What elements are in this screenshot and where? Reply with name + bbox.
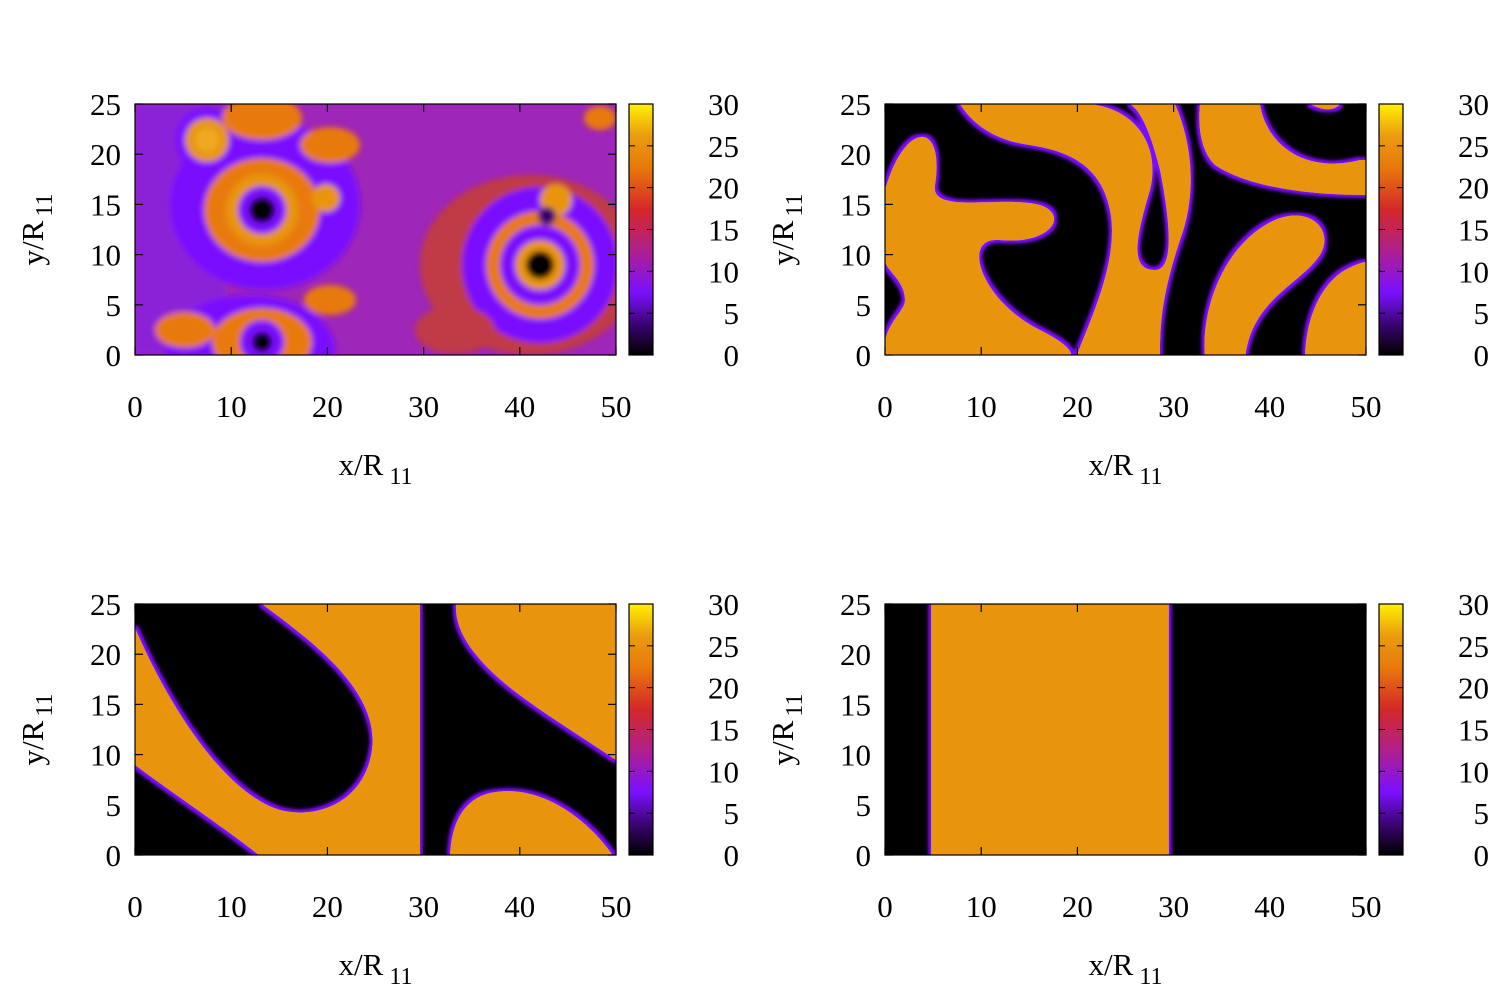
x-tick-label: 50: [1351, 389, 1382, 424]
colorbar-tick-label: 20: [1458, 671, 1489, 706]
colorbar-tick-label: 15: [1458, 713, 1489, 748]
colorbar-tick-label: 10: [1458, 754, 1489, 789]
y-tick-label: 15: [840, 687, 871, 722]
colorbar-tick-label: 20: [1458, 171, 1489, 206]
y-tick-label: 0: [856, 838, 872, 873]
y-axis-label: y/R11: [765, 694, 808, 766]
y-tick-label: 10: [90, 738, 121, 773]
panel-1-axes: 0 10 20 30 40 50 0 5 10 15 20 25 x/R 11 y/R11 0 5 10 15 20 2…: [15, 87, 739, 490]
y-tick-label: 15: [840, 187, 871, 222]
panel-2-axes: 0 10 20 30 40 50 0 5 10 15 20 25 x/R 11 y/R11 0 5 10 15 20 2…: [765, 87, 1489, 490]
colorbar-tick-label: 0: [1474, 838, 1490, 873]
colorbar-tick-label: 10: [708, 754, 739, 789]
y-axis-label: y/R11: [15, 194, 58, 266]
x-tick-label: 30: [1158, 889, 1189, 924]
y-tick-label: 25: [90, 587, 121, 622]
colorbar-tick-label: 30: [708, 587, 739, 622]
y-tick-label: 10: [840, 738, 871, 773]
x-tick-label: 10: [216, 889, 247, 924]
y-tick-label: 5: [106, 788, 122, 823]
y-axis-label: y/R11: [15, 694, 58, 766]
x-tick-label: 0: [877, 389, 893, 424]
y-tick-label: 0: [856, 338, 872, 373]
y-tick-label: 10: [90, 238, 121, 273]
colorbar-tick-label: 0: [724, 838, 740, 873]
colorbar-tick-label: 10: [708, 254, 739, 289]
x-tick-label: 50: [601, 889, 632, 924]
y-tick-label: 20: [90, 637, 121, 672]
colorbar-tick-label: 5: [724, 796, 740, 831]
x-tick-label: 30: [1158, 389, 1189, 424]
y-tick-label: 5: [856, 288, 872, 323]
x-tick-label: 40: [1254, 389, 1285, 424]
colorbar-tick-label: 20: [708, 671, 739, 706]
colorbar-tick-label: 5: [1474, 296, 1490, 331]
x-tick-label: 10: [966, 389, 997, 424]
x-tick-label: 20: [312, 389, 343, 424]
y-tick-label: 15: [90, 187, 121, 222]
x-tick-label: 10: [216, 389, 247, 424]
panel-3: 0 10 20 30 40 50 0 5 10 15 20 25 x/R 11 y/R11 0 5 10 15 20 2…: [15, 587, 739, 990]
x-axis-label: x/R 11: [339, 447, 413, 490]
x-tick-label: 50: [601, 389, 632, 424]
colorbar-tick-label: 25: [708, 629, 739, 664]
x-tick-label: 20: [1062, 389, 1093, 424]
colorbar-tick-label: 25: [1458, 629, 1489, 664]
colorbar-tick-label: 0: [724, 338, 740, 373]
panel-4-heatmap: [885, 604, 1366, 855]
panel-3-heatmap: [135, 604, 616, 855]
panel-1-heatmap: [135, 104, 616, 355]
y-tick-label: 25: [90, 87, 121, 122]
colorbar-tick-label: 15: [1458, 213, 1489, 248]
colorbar-tick-label: 25: [1458, 129, 1489, 164]
x-axis-label: x/R 11: [1089, 447, 1163, 490]
y-tick-label: 25: [840, 87, 871, 122]
x-tick-label: 50: [1351, 889, 1382, 924]
x-tick-label: 40: [1254, 889, 1285, 924]
x-tick-label: 10: [966, 889, 997, 924]
x-tick-label: 20: [312, 889, 343, 924]
x-tick-label: 20: [1062, 889, 1093, 924]
colorbar-tick-label: 30: [1458, 87, 1489, 122]
y-tick-label: 15: [90, 687, 121, 722]
x-tick-label: 30: [408, 389, 439, 424]
y-tick-label: 5: [856, 788, 872, 823]
panel-2-heatmap: [885, 104, 1366, 355]
colorbar-tick-label: 5: [724, 296, 740, 331]
x-axis-label: x/R 11: [339, 947, 413, 990]
y-axis-label: y/R11: [765, 194, 808, 266]
x-tick-label: 30: [408, 889, 439, 924]
colorbar-tick-label: 25: [708, 129, 739, 164]
domain-stripe: [931, 604, 1169, 855]
y-tick-label: 20: [840, 137, 871, 172]
y-tick-label: 10: [840, 238, 871, 273]
colorbar-tick-label: 5: [1474, 796, 1490, 831]
panel-4: 0 10 20 30 40 50 0 5 10 15 20 25 x/R 11 y/R11 0 5 10 15 20 2…: [765, 587, 1489, 990]
panel-3-axes: 0 10 20 30 40 50 0 5 10 15 20 25 x/R 11 y/R11 0 5 10 15 20 2…: [15, 587, 739, 990]
colorbar-tick-label: 15: [708, 213, 739, 248]
colorbar-tick-label: 0: [1474, 338, 1490, 373]
x-tick-label: 0: [877, 889, 893, 924]
panel-2: 0 10 20 30 40 50 0 5 10 15 20 25 x/R 11 y/R11 0 5 10 15 20 2…: [765, 87, 1489, 490]
y-tick-label: 0: [106, 338, 122, 373]
x-tick-label: 40: [504, 889, 535, 924]
x-tick-label: 0: [127, 889, 143, 924]
colorbar-tick-label: 15: [708, 713, 739, 748]
colorbar-tick-label: 10: [1458, 254, 1489, 289]
colorbar-tick-label: 20: [708, 171, 739, 206]
y-tick-label: 25: [840, 587, 871, 622]
x-tick-label: 40: [504, 389, 535, 424]
y-tick-label: 20: [840, 637, 871, 672]
panel-1: 0 10 20 30 40 50 0 5 10 15 20 25 x/R 11 y/R11 0 5 10 15 20 2…: [15, 87, 739, 490]
y-tick-label: 20: [90, 137, 121, 172]
colorbar-tick-label: 30: [708, 87, 739, 122]
y-tick-label: 5: [106, 288, 122, 323]
x-axis-label: x/R 11: [1089, 947, 1163, 990]
panel-4-axes: 0 10 20 30 40 50 0 5 10 15 20 25 x/R 11 y/R11 0 5 10 15 20 2…: [765, 587, 1489, 990]
y-tick-label: 0: [106, 838, 122, 873]
colorbar-tick-label: 30: [1458, 587, 1489, 622]
x-tick-label: 0: [127, 389, 143, 424]
